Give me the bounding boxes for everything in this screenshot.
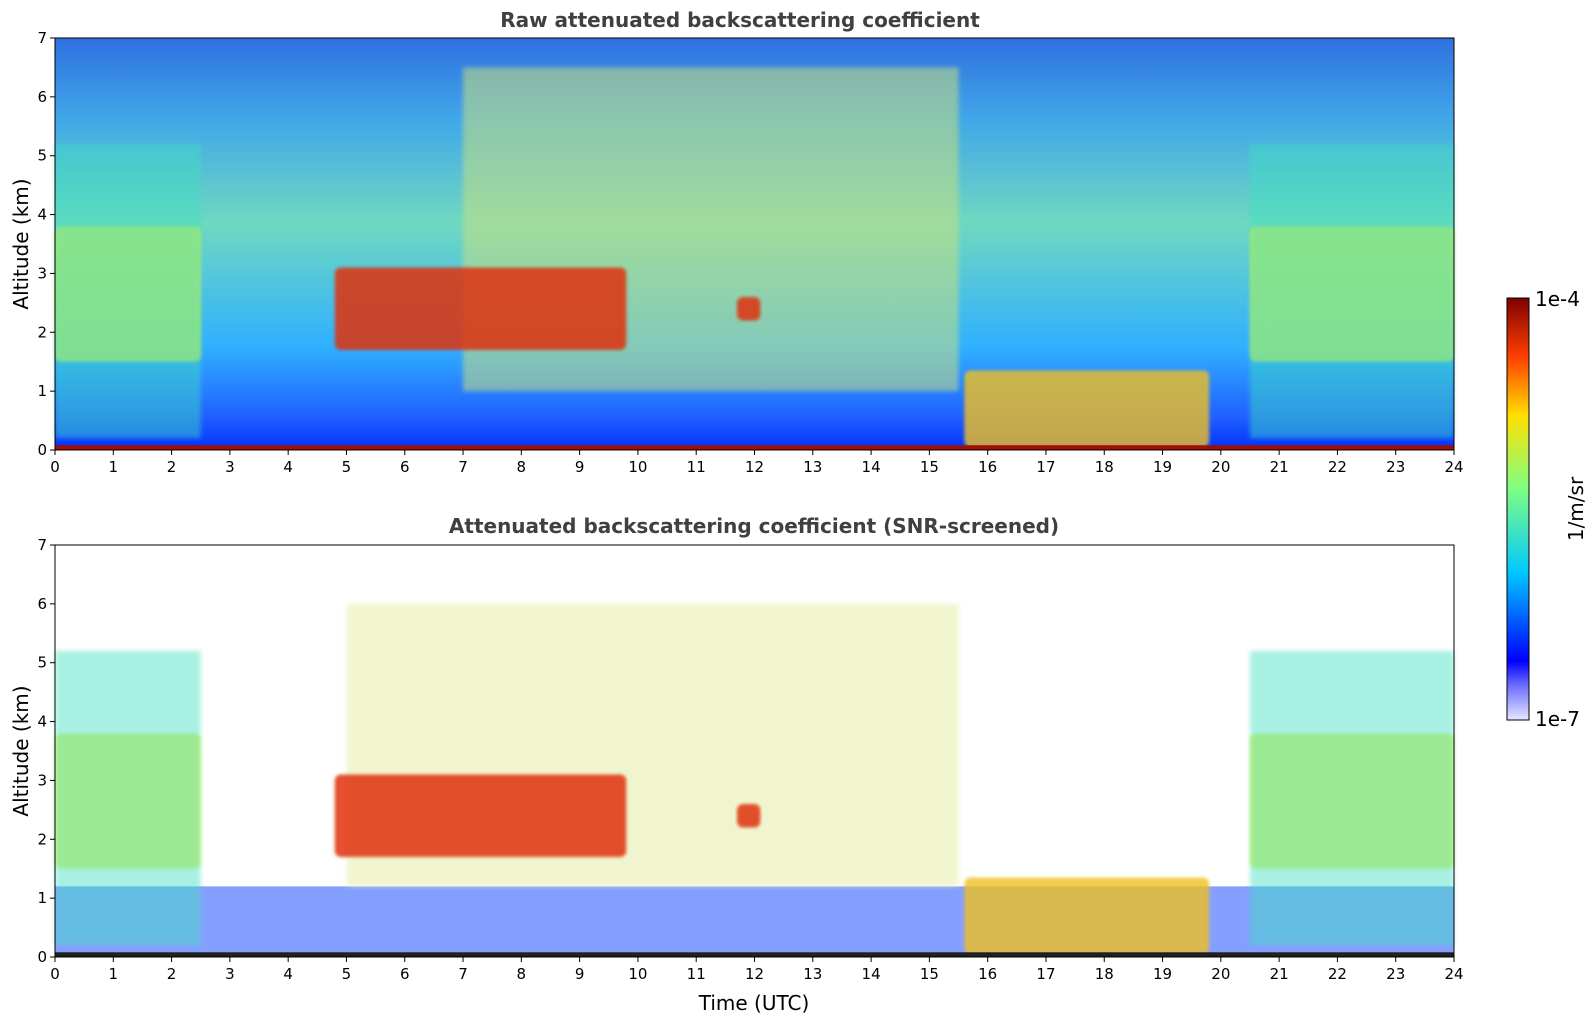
x-tick-label: 13 [803,965,822,983]
colorbar-gradient [1506,297,1530,721]
panel-screened: Attenuated backscattering coefficient (S… [9,514,1464,1015]
x-tick-label: 15 [920,458,939,476]
boundary-layer-cloud [964,370,1210,448]
aerosol-envelope [55,143,201,439]
x-tick-label: 4 [283,458,293,476]
x-tick-label: 0 [50,458,60,476]
x-tick-label: 5 [342,965,352,983]
elevated-layer [334,267,627,350]
elevated-layer [737,296,761,321]
x-tick-label: 17 [1036,965,1055,983]
x-tick-label: 20 [1211,458,1230,476]
y-axis: 0 1 2 3 4 5 6 7 [37,29,55,459]
colorbar-label: 1/m/sr [1564,476,1588,541]
y-tick-label: 0 [37,948,47,966]
y-tick-label: 4 [37,713,47,731]
y-tick-label: 7 [37,536,47,554]
y-tick-label: 3 [37,771,47,789]
chart-title: Raw attenuated backscattering coefficien… [500,8,980,32]
x-tick-label: 14 [862,965,881,983]
x-tick-label: 6 [400,965,410,983]
y-tick-label: 7 [37,29,47,47]
x-tick-label: 4 [283,965,293,983]
x-axis: 0 1 2 3 4 5 6 7 8 9 10 11 12 13 14 15 16 17 18 19 20 21 22 23 24 [50,450,1464,476]
x-tick-label: 8 [517,965,527,983]
aerosol-envelope [55,650,201,946]
y-tick-label: 5 [37,147,47,165]
heatmap-area [55,38,1454,450]
x-tick-label: 9 [575,458,585,476]
aerosol-envelope [1249,650,1454,946]
x-axis-label: Time (UTC) [698,991,810,1015]
y-tick-label: 2 [37,323,47,341]
x-tick-label: 18 [1095,965,1114,983]
y-axis: 0 1 2 3 4 5 6 7 [37,536,55,966]
heatmap-area [55,545,1454,957]
chart-title: Attenuated backscattering coefficient (S… [449,514,1059,538]
x-tick-label: 5 [342,458,352,476]
x-axis: 0 1 2 3 4 5 6 7 8 9 10 11 12 13 14 15 16 17 18 19 20 21 22 23 24 [50,957,1464,983]
y-tick-label: 1 [37,382,47,400]
x-tick-label: 2 [167,965,177,983]
x-tick-label: 3 [225,458,235,476]
surface-signal [55,952,1454,957]
x-tick-label: 16 [978,458,997,476]
x-tick-label: 23 [1386,965,1405,983]
x-tick-label: 20 [1211,965,1230,983]
x-tick-label: 19 [1153,458,1172,476]
x-tick-label: 21 [1270,965,1289,983]
x-tick-label: 13 [803,458,822,476]
x-tick-label: 15 [920,965,939,983]
y-tick-label: 6 [37,88,47,106]
elevated-layer [334,774,627,857]
boundary-layer-cloud [964,877,1210,955]
y-tick-label: 0 [37,441,47,459]
background-low-layer [55,886,1454,957]
panel-raw: Raw attenuated backscattering coefficien… [9,8,1464,476]
x-tick-label: 1 [109,458,119,476]
x-tick-label: 16 [978,965,997,983]
y-tick-label: 5 [37,654,47,672]
x-tick-label: 7 [458,458,468,476]
x-tick-label: 14 [862,458,881,476]
x-tick-label: 24 [1444,458,1463,476]
y-tick-label: 2 [37,830,47,848]
y-tick-label: 4 [37,206,47,224]
x-tick-label: 19 [1153,965,1172,983]
x-tick-label: 18 [1095,458,1114,476]
x-tick-label: 3 [225,965,235,983]
x-tick-label: 11 [687,458,706,476]
x-tick-label: 23 [1386,458,1405,476]
x-tick-label: 0 [50,965,60,983]
x-tick-label: 12 [745,965,764,983]
colorbar-max-label: 1e-4 [1535,287,1580,311]
y-tick-label: 3 [37,264,47,282]
x-tick-label: 24 [1444,965,1463,983]
x-tick-label: 9 [575,965,585,983]
y-tick-label: 1 [37,889,47,907]
aerosol-envelope [1249,143,1454,439]
x-tick-label: 1 [109,965,119,983]
x-tick-label: 8 [517,458,527,476]
y-axis-label: Altitude (km) [9,178,33,309]
x-tick-label: 17 [1036,458,1055,476]
elevated-layer [737,803,761,828]
x-tick-label: 7 [458,965,468,983]
x-tick-label: 22 [1328,458,1347,476]
x-tick-label: 12 [745,458,764,476]
x-tick-label: 11 [687,965,706,983]
x-tick-label: 6 [400,458,410,476]
x-tick-label: 10 [628,458,647,476]
x-tick-label: 2 [167,458,177,476]
surface-signal [55,445,1454,450]
y-axis-label: Altitude (km) [9,685,33,816]
x-tick-label: 22 [1328,965,1347,983]
x-tick-label: 21 [1270,458,1289,476]
colorbar-min-label: 1e-7 [1535,707,1580,731]
y-tick-label: 6 [37,595,47,613]
colorbar: 1e-4 1e-7 1/m/sr [1506,287,1588,731]
x-tick-label: 10 [628,965,647,983]
